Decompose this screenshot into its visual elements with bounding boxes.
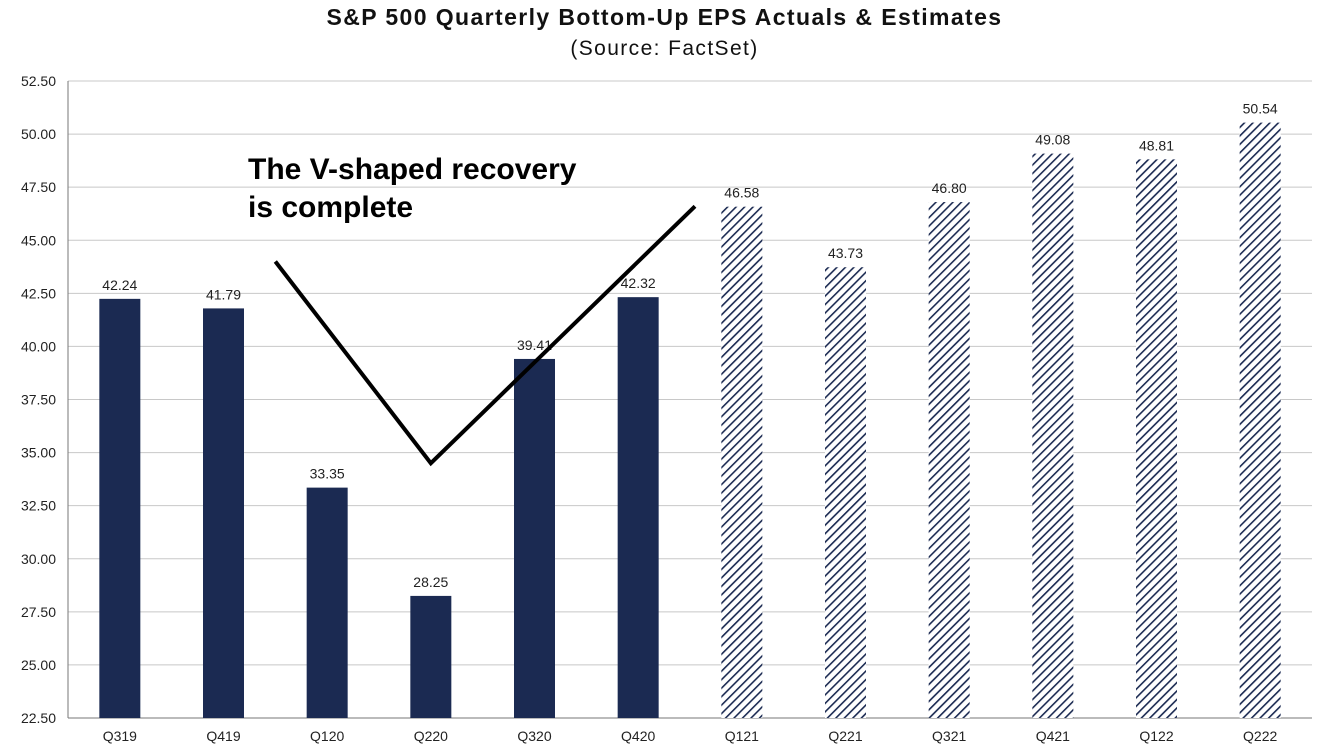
bar-estimate: [1239, 122, 1281, 719]
x-tick-label: Q220: [414, 728, 448, 744]
x-tick-label: Q122: [1139, 728, 1173, 744]
data-label: 46.58: [724, 185, 759, 201]
bar-actual: [410, 595, 452, 718]
gridlines: [67, 80, 1312, 719]
annotation-text: is complete: [248, 191, 413, 224]
x-tick-label: Q320: [517, 728, 551, 744]
bar-actual: [203, 308, 244, 718]
annotation-text: The V-shaped recovery: [248, 153, 577, 186]
bar-estimate: [928, 202, 970, 718]
y-tick-label: 52.50: [21, 73, 56, 89]
bars: [99, 122, 1281, 719]
y-tick-label: 22.50: [21, 710, 56, 726]
x-tick-label: Q420: [621, 728, 655, 744]
data-label: 41.79: [206, 286, 241, 302]
x-tick-label: Q121: [725, 728, 759, 744]
data-label: 39.41: [517, 337, 552, 353]
y-tick-label: 35.00: [21, 445, 56, 461]
data-labels: 42.24 41.79 33.35 28.25 39.41 42.32 46.58 43.73…: [102, 101, 1278, 590]
data-label: 42.32: [621, 275, 656, 291]
y-axis-ticks: 22.50 25.00 27.50 30.00 32.50 35.00 37.50 40.00…: [21, 73, 56, 726]
chart-title: S&P 500 Quarterly Bottom-Up EPS Actuals …: [326, 4, 1003, 30]
data-label: 28.25: [413, 574, 448, 590]
bar-actual: [306, 487, 348, 718]
bar-actual: [99, 298, 141, 718]
data-label: 48.81: [1139, 137, 1174, 153]
y-tick-label: 42.50: [21, 285, 56, 301]
bar-estimate: [1136, 159, 1177, 718]
x-tick-label: Q321: [932, 728, 966, 744]
x-tick-label: Q319: [103, 728, 137, 744]
data-label: 43.73: [828, 245, 863, 261]
y-tick-label: 37.50: [21, 392, 56, 408]
bar-actual: [514, 358, 555, 718]
bar-estimate: [721, 206, 763, 718]
bar-estimate: [825, 267, 866, 718]
y-tick-label: 25.00: [21, 657, 56, 673]
y-tick-label: 40.00: [21, 338, 56, 354]
data-label: 33.35: [310, 466, 345, 482]
x-tick-label: Q120: [310, 728, 344, 744]
y-tick-label: 45.00: [21, 232, 56, 248]
data-label: 50.54: [1243, 101, 1278, 117]
y-tick-label: 27.50: [21, 604, 56, 620]
data-label: 42.24: [102, 277, 137, 293]
x-tick-label: Q222: [1243, 728, 1277, 744]
data-label: 46.80: [932, 180, 967, 196]
y-tick-label: 30.00: [21, 551, 56, 567]
y-tick-label: 50.00: [21, 126, 56, 142]
bar-actual: [617, 297, 659, 718]
y-tick-label: 32.50: [21, 498, 56, 514]
v-shape-line: [273, 204, 697, 467]
chart-subtitle: (Source: FactSet): [570, 37, 759, 60]
data-label: 49.08: [1035, 132, 1070, 148]
x-axis-ticks: Q319 Q419 Q120 Q220 Q320 Q420 Q121 Q221 Q321 Q421…: [103, 728, 1278, 744]
x-tick-label: Q421: [1036, 728, 1070, 744]
x-tick-label: Q221: [828, 728, 862, 744]
y-tick-label: 47.50: [21, 179, 56, 195]
x-tick-label: Q419: [206, 728, 240, 744]
annotation: The V-shaped recovery is complete: [248, 153, 697, 467]
bar-estimate: [1032, 153, 1074, 719]
